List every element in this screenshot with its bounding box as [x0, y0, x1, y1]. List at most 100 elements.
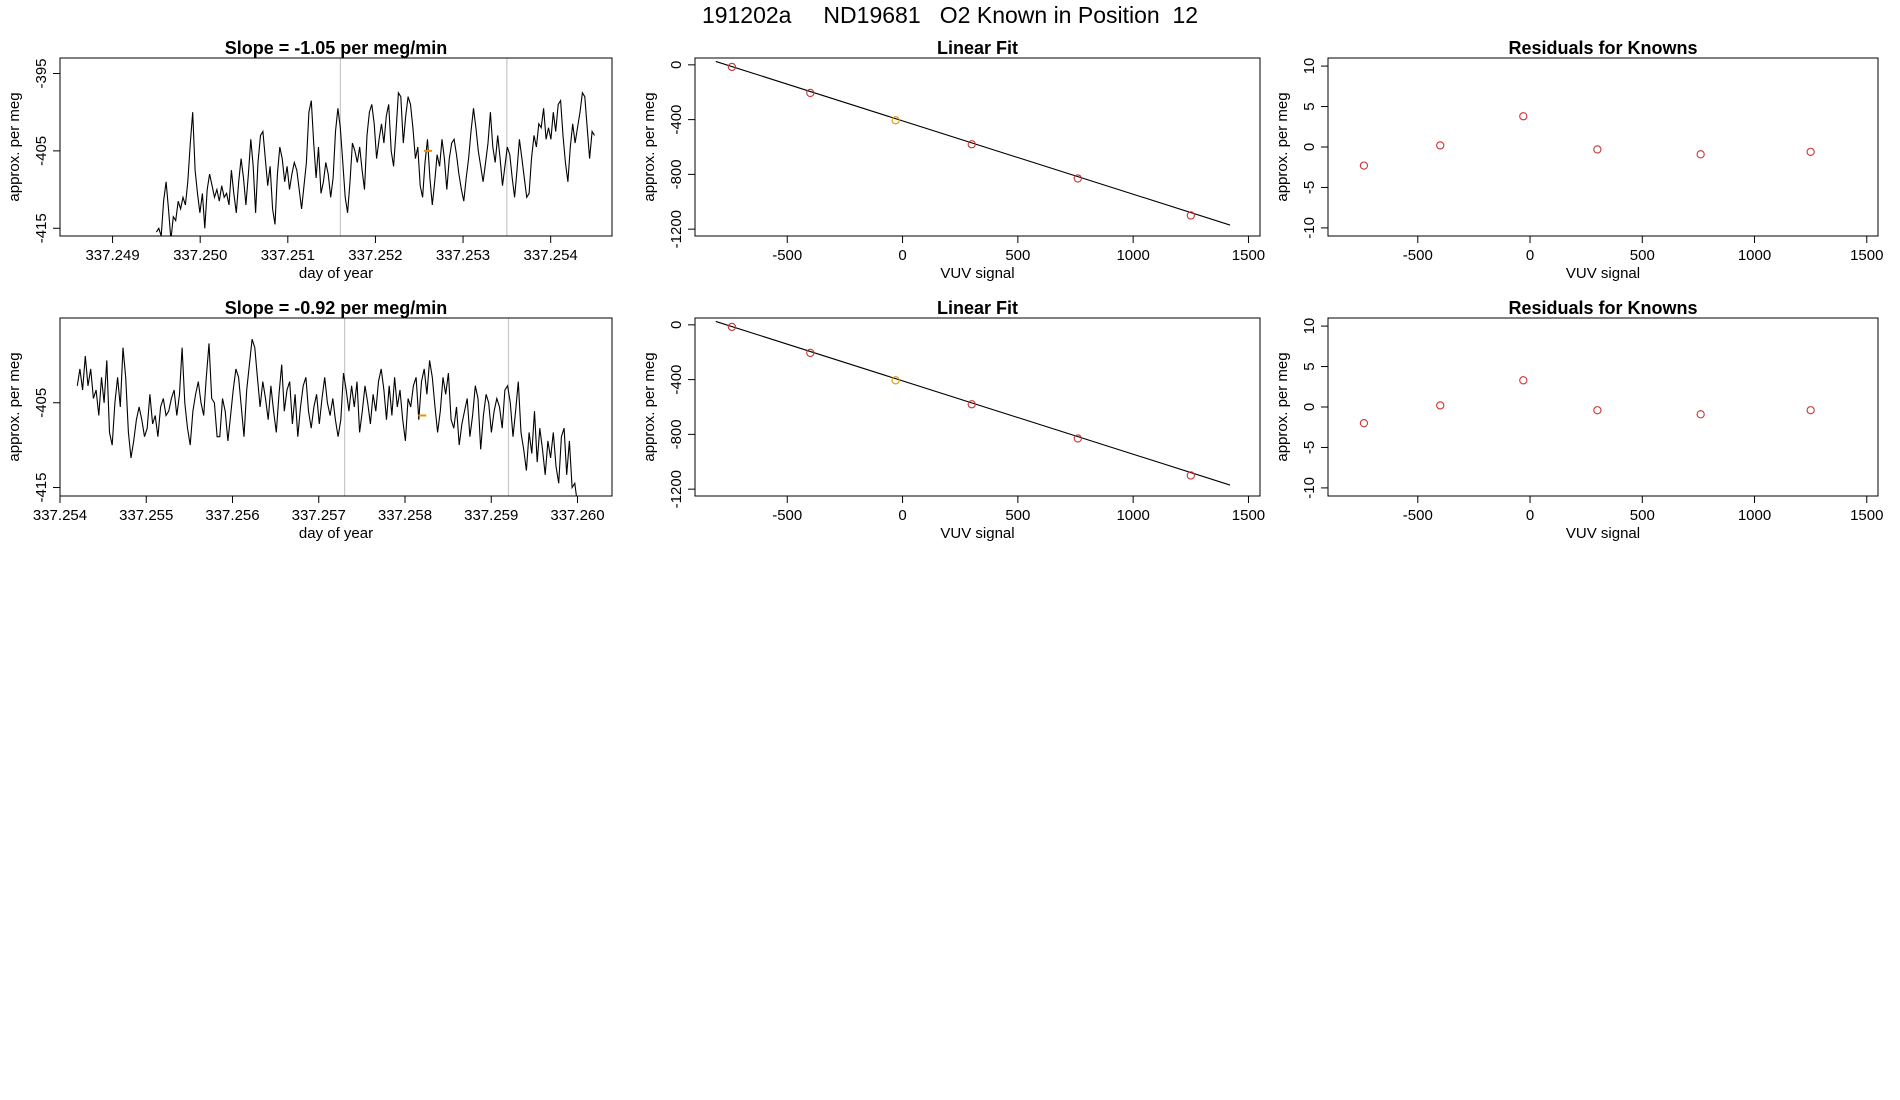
x-tick-label: 500	[1005, 507, 1030, 524]
data-point	[1359, 161, 1369, 170]
x-tick-label: 1000	[1738, 507, 1771, 524]
x-tick-label: 500	[1630, 507, 1655, 524]
data-point	[1519, 112, 1528, 121]
y-axis-label: approx. per meg	[641, 352, 658, 461]
plot-area	[76, 318, 577, 496]
plot-area	[1359, 376, 1815, 428]
data-point	[727, 62, 737, 72]
chart-title: Linear Fit	[937, 38, 1018, 58]
y-tick-label: 10	[1301, 318, 1318, 335]
fit-line	[715, 60, 1231, 226]
data-point	[1593, 406, 1602, 415]
fit-line	[715, 320, 1231, 486]
x-axis-label: day of year	[299, 525, 373, 542]
x-axis-label: VUV signal	[940, 265, 1014, 282]
y-tick-label: -415	[33, 213, 50, 243]
page-title: 191202a ND19681 O2 Known in Position 12	[701, 2, 1199, 28]
y-axis-label: approx. per meg	[6, 352, 23, 461]
y-tick-label: -10	[1301, 477, 1318, 499]
chart-fit2: Linear Fit -500 0 500 1000 1500 0 -400 -800 -1200…	[641, 298, 1265, 542]
plot-frame	[1327, 317, 1879, 497]
x-tick-label: 337.254	[33, 507, 87, 524]
data-point	[1436, 141, 1445, 150]
x-tick-label: -500	[1403, 247, 1433, 264]
plot-area	[1359, 112, 1815, 170]
y-tick-label: 10	[1301, 58, 1318, 75]
chart-title: Linear Fit	[937, 298, 1018, 318]
data-point	[967, 400, 976, 409]
y-tick-label: -800	[668, 419, 685, 449]
data-point	[1519, 376, 1528, 385]
data-point	[967, 140, 976, 149]
y-tick-label: -400	[668, 365, 685, 395]
y-tick-label: 0	[668, 321, 685, 329]
x-tick-label: 337.254	[524, 247, 578, 264]
x-tick-label: 337.260	[550, 507, 604, 524]
data-point	[1436, 401, 1445, 410]
chart-title: Slope = -1.05 per meg/min	[225, 38, 448, 58]
x-tick-label: 337.259	[464, 507, 518, 524]
x-tick-label: 337.250	[173, 247, 227, 264]
x-tick-label: 1500	[1232, 247, 1265, 264]
x-tick-label: 337.253	[436, 247, 490, 264]
y-tick-label: -395	[33, 58, 50, 88]
chart-res2: Residuals for Knowns -500 0 500 1000 1500 10 5 0…	[1274, 298, 1883, 542]
data-point	[891, 116, 900, 125]
y-axis-label: approx. per meg	[641, 92, 658, 201]
y-axis-label: approx. per meg	[6, 92, 23, 201]
x-axis-label: VUV signal	[940, 525, 1014, 542]
x-tick-label: -500	[1403, 507, 1433, 524]
y-tick-label: -800	[668, 159, 685, 189]
chart-ts2: Slope = -0.92 per meg/min 337.254 337.255 3…	[6, 298, 613, 542]
plot-frame	[1327, 57, 1879, 237]
data-point	[1696, 410, 1705, 419]
x-tick-label: 337.257	[292, 507, 346, 524]
plot-area	[155, 58, 595, 236]
data-point	[727, 322, 737, 332]
chart-res1: Residuals for Knowns -500 0 500 1000 1500 10 5 0…	[1274, 38, 1883, 282]
x-axis-label: day of year	[299, 265, 373, 282]
plot-frame	[59, 57, 613, 237]
chart-ts1: Slope = -1.05 per meg/min 337.249 337.250 3…	[6, 38, 613, 282]
y-tick-label: -400	[668, 105, 685, 135]
plot-frame	[694, 57, 1261, 237]
x-tick-label: -500	[772, 507, 802, 524]
chart-fit1: Linear Fit -500 0 500 1000 1500 0 -400 -800 -1200…	[641, 38, 1265, 282]
x-tick-label: 337.251	[261, 247, 315, 264]
x-tick-label: 500	[1005, 247, 1030, 264]
y-tick-label: -405	[33, 136, 50, 166]
x-tick-label: 337.249	[85, 247, 139, 264]
y-tick-label: -10	[1301, 217, 1318, 239]
y-tick-label: 5	[1301, 362, 1318, 370]
x-tick-label: 337.255	[119, 507, 173, 524]
chart-title: Slope = -0.92 per meg/min	[225, 298, 448, 318]
data-point	[1359, 419, 1369, 428]
y-axis-label: approx. per meg	[1274, 352, 1291, 461]
data-point	[1696, 150, 1705, 159]
plot-area	[715, 60, 1231, 226]
x-tick-label: 0	[1526, 507, 1534, 524]
plot-area	[715, 320, 1231, 486]
data-point	[1593, 145, 1602, 154]
series-line	[76, 339, 577, 496]
y-tick-label: -405	[33, 388, 50, 418]
y-tick-label: 0	[1301, 143, 1318, 151]
x-tick-label: 337.252	[348, 247, 402, 264]
y-tick-label: -5	[1301, 441, 1318, 454]
data-point	[1186, 211, 1195, 220]
x-tick-label: 0	[1526, 247, 1534, 264]
series-line	[155, 91, 595, 236]
y-tick-label: -415	[33, 473, 50, 503]
x-tick-label: 0	[898, 507, 906, 524]
x-axis-label: VUV signal	[1566, 525, 1640, 542]
y-tick-label: -5	[1301, 181, 1318, 194]
y-tick-label: -1200	[668, 470, 685, 508]
data-point	[891, 376, 900, 385]
data-point	[1073, 434, 1082, 443]
plot-frame	[694, 317, 1261, 497]
data-point	[1806, 406, 1815, 415]
y-tick-label: 0	[668, 61, 685, 69]
y-axis-label: approx. per meg	[1274, 92, 1291, 201]
x-tick-label: 1500	[1850, 247, 1883, 264]
data-point	[806, 88, 815, 98]
